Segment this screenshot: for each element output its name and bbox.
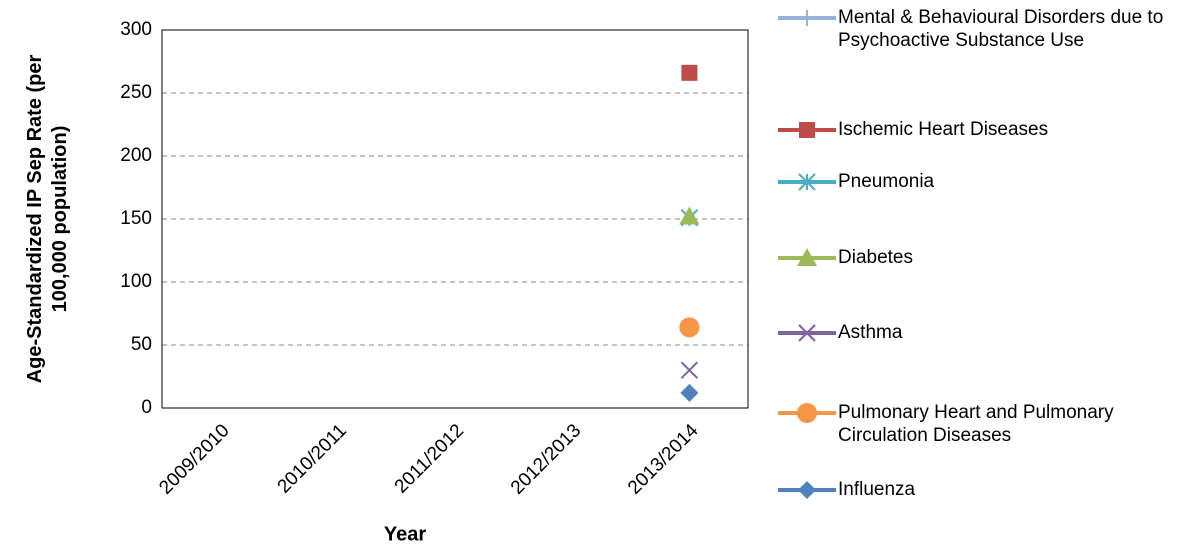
marker xyxy=(799,122,815,138)
marker xyxy=(797,248,817,266)
plot-border xyxy=(161,29,749,409)
x-tick-label: 2013/2014 xyxy=(624,420,703,499)
y-tick-label: 0 xyxy=(141,397,152,418)
marker xyxy=(679,317,700,338)
x-axis-title: Year xyxy=(384,523,426,545)
y-tick-label: 200 xyxy=(120,145,152,166)
marker xyxy=(798,481,816,499)
x-tick-label: 2012/2013 xyxy=(507,420,585,498)
marker-shape xyxy=(797,403,817,423)
marker xyxy=(680,361,699,379)
marker xyxy=(681,64,698,81)
marker-shape xyxy=(679,317,700,338)
marker xyxy=(797,403,817,423)
y-tick-label: 250 xyxy=(120,82,152,103)
legend-label: Influenza xyxy=(838,479,916,500)
marker-shape xyxy=(680,361,699,379)
marker xyxy=(798,324,816,342)
marker-shape xyxy=(797,248,817,266)
marker-shape xyxy=(681,64,698,81)
y-tick-label: 50 xyxy=(131,334,152,355)
legend-label: Diabetes xyxy=(838,247,913,268)
legend-label: Pulmonary Heart and Pulmonary Circulatio… xyxy=(838,402,1114,446)
y-tick-label: 150 xyxy=(120,208,152,229)
legend-label: Ischemic Heart Diseases xyxy=(838,119,1049,140)
x-tick-label: 2009/2010 xyxy=(155,420,233,498)
legend-label: Asthma xyxy=(838,322,903,343)
legend-label: Mental & Behavioural Disorders due to Ps… xyxy=(838,7,1164,51)
marker-shape xyxy=(798,481,816,499)
x-tick-label: 2011/2012 xyxy=(391,420,468,497)
marker xyxy=(680,383,699,402)
marker xyxy=(799,10,815,26)
marker-shape xyxy=(679,206,700,225)
marker-shape xyxy=(680,383,699,402)
marker-shape xyxy=(799,122,815,138)
y-tick-label: 100 xyxy=(120,271,152,292)
marker xyxy=(798,173,816,191)
y-tick-label: 300 xyxy=(120,19,152,40)
marker xyxy=(679,206,700,225)
marker-shape xyxy=(798,324,816,342)
y-axis-title: Age-Standardized IP Sep Rate (per 100,00… xyxy=(24,54,71,384)
x-tick-label: 2010/2011 xyxy=(274,420,351,497)
legend-label: Pneumonia xyxy=(838,171,935,192)
